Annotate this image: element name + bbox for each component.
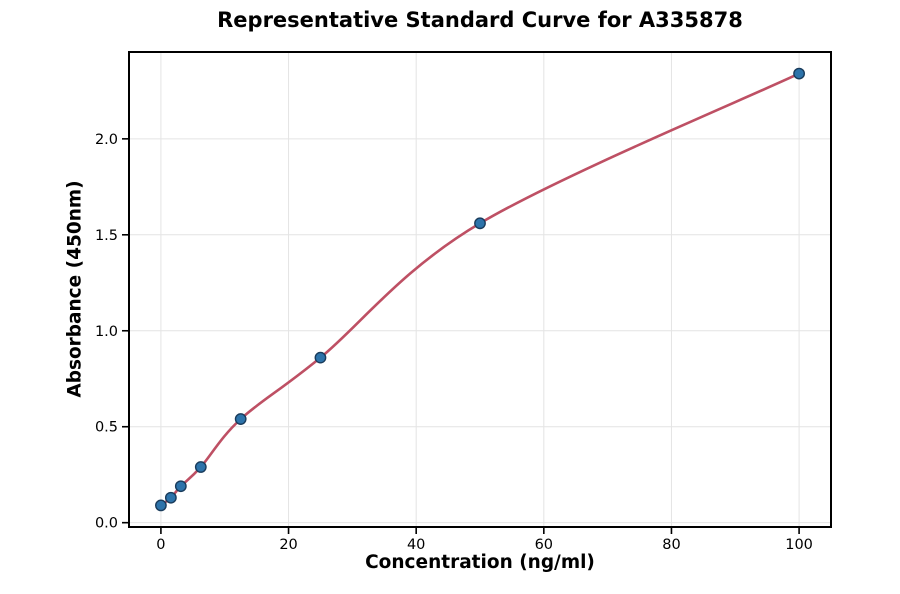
x-tick-label: 20: [279, 537, 297, 553]
x-tick-label: 60: [535, 537, 553, 553]
plot-border: [128, 51, 832, 528]
data-point: [314, 351, 327, 364]
data-point: [164, 491, 177, 504]
axis-ticks: 0 20 40 60 80 100 0.0 0.5 1.0 1.5 2.0: [95, 132, 813, 553]
data-point: [474, 217, 486, 230]
data-point: [793, 67, 805, 80]
y-tick-label: 1.5: [95, 228, 118, 244]
y-tick-label: 0.5: [95, 420, 118, 436]
data-point: [234, 413, 247, 425]
data-point: [155, 499, 167, 512]
x-tick-label: 80: [662, 537, 680, 553]
chart-title: Representative Standard Curve for A33587…: [217, 8, 743, 32]
data-point: [194, 461, 207, 473]
data-points: [155, 67, 805, 512]
gridlines: [129, 52, 831, 527]
fit-curve: [159, 72, 801, 507]
y-tick-label: 1.0: [95, 324, 118, 340]
x-tick-label: 40: [407, 537, 425, 553]
x-axis-label: Concentration (ng/ml): [365, 552, 595, 573]
y-tick-label: 2.0: [95, 132, 118, 148]
x-tick-label: 0: [156, 537, 165, 553]
data-point: [174, 480, 187, 493]
x-tick-label: 100: [785, 537, 813, 553]
y-tick-label: 0.0: [95, 516, 118, 532]
